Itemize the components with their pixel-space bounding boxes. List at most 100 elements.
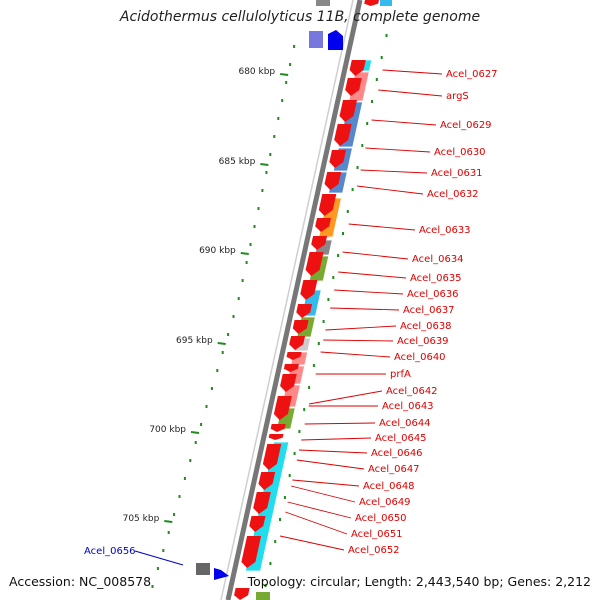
tick-dot — [200, 423, 203, 426]
tick-dot — [189, 459, 192, 462]
gene-label[interactable]: Acel_0643 — [382, 401, 434, 412]
gene-label-leader — [290, 485, 356, 503]
gene-label-leader — [330, 307, 400, 311]
gene-label[interactable]: argS — [446, 91, 469, 102]
cds-arrow — [273, 396, 292, 420]
gene-label[interactable]: Acel_0652 — [348, 545, 400, 556]
gene-label[interactable]: Acel_0639 — [397, 336, 449, 347]
gene-label[interactable]: Acel_0634 — [412, 254, 464, 265]
gene-label[interactable]: Acel_0632 — [427, 189, 479, 200]
gene-label-leader — [342, 251, 409, 260]
cds-arrow — [258, 472, 276, 490]
tick-dot — [227, 333, 230, 336]
cds-arrow — [253, 492, 271, 514]
gene-label[interactable]: Acel_0644 — [379, 418, 431, 429]
cds-arrow — [305, 252, 324, 276]
tick-dot — [380, 56, 383, 59]
gene-label-leader — [320, 351, 391, 358]
cds-arrow — [292, 320, 309, 334]
cds-arrow — [268, 434, 284, 440]
cds-arrow — [349, 60, 366, 76]
tick-dot — [167, 531, 170, 534]
tick-dot — [375, 78, 378, 81]
tick-dot — [162, 549, 165, 552]
tick-dot — [351, 188, 354, 191]
gene-label-leader — [360, 169, 428, 174]
gene-label-leader — [296, 459, 365, 470]
gene-label[interactable]: Acel_0638 — [400, 321, 452, 332]
gene-label[interactable]: Acel_0647 — [368, 464, 420, 475]
cds-arrow — [318, 194, 337, 216]
tick-dot — [342, 232, 344, 235]
gene-label[interactable]: prfA — [390, 369, 411, 380]
tick-dot — [264, 584, 267, 587]
cds-arrow — [283, 364, 299, 372]
cog-box — [380, 0, 392, 6]
tick-dot — [371, 100, 373, 103]
gene-label-leader — [325, 325, 397, 331]
cog-box — [256, 592, 270, 600]
cds-arrow — [280, 374, 297, 392]
gene-label[interactable]: Acel_0642 — [386, 386, 438, 397]
feature-arrow — [214, 568, 229, 580]
tick-dot — [283, 496, 286, 499]
tick-dot — [303, 408, 306, 411]
scale-tick-label: 695 kbp — [176, 336, 213, 346]
gene-label-leader — [280, 535, 345, 551]
cds-arrow — [296, 304, 313, 318]
inner-tick-dots — [151, 45, 296, 588]
scale-tick-label: 705 kbp — [123, 514, 160, 524]
gene-label[interactable]: Acel_0635 — [410, 273, 462, 284]
gene-label-leader — [334, 289, 404, 295]
gene-label-leader — [285, 511, 348, 535]
gene-label[interactable]: Acel_0630 — [434, 147, 486, 158]
gene-label[interactable]: Acel_0631 — [431, 168, 483, 179]
outer-tick-dots — [264, 34, 388, 587]
gene-label-leader — [348, 223, 416, 231]
tick-dot — [210, 387, 213, 390]
tick-dot — [274, 540, 277, 543]
gene-label[interactable]: Acel_0645 — [375, 433, 427, 444]
gene-label[interactable]: Acel_0629 — [440, 120, 492, 131]
tick-dot — [332, 276, 335, 279]
feature-arrow — [328, 30, 343, 50]
tick-dot — [317, 342, 320, 345]
tick-dot — [257, 207, 260, 210]
gene-label[interactable]: Acel_0651 — [351, 529, 403, 540]
cds-track — [234, 0, 379, 600]
scale-tick-label: 680 kbp — [238, 67, 275, 77]
gene-label[interactable]: Acel_0627 — [446, 69, 498, 80]
tick-dot — [288, 474, 291, 477]
gene-label-leader — [357, 185, 424, 195]
tick-dot — [241, 279, 244, 282]
gene-label-leader — [298, 449, 368, 454]
tick-dot — [327, 298, 330, 301]
gene-label[interactable]: Acel_0649 — [359, 497, 411, 508]
tick-dot — [194, 441, 197, 444]
gene-label[interactable]: Acel_0650 — [355, 513, 407, 524]
gene-label[interactable]: Acel_0637 — [403, 305, 455, 316]
tick-dot — [221, 351, 224, 354]
gene-label[interactable]: Acel_0633 — [419, 225, 471, 236]
tick-dot — [173, 513, 176, 516]
gene-label-leader — [287, 501, 352, 519]
scale-tick-label: 685 kbp — [219, 157, 256, 167]
tick-dot — [265, 171, 268, 174]
gene-label[interactable]: Acel_0640 — [394, 352, 446, 363]
cds-arrow — [345, 78, 362, 96]
scale-tick — [190, 431, 200, 434]
tick-dot — [178, 495, 181, 498]
highlight-gene-label[interactable]: Acel_0656 — [84, 546, 136, 557]
cds-arrow — [334, 124, 352, 146]
gene-label[interactable]: Acel_0636 — [407, 289, 459, 300]
topology-label: Topology: circular; Length: 2,443,540 bp… — [247, 574, 591, 589]
tick-dot — [312, 364, 315, 367]
gene-label-leader — [338, 271, 407, 279]
gene-label[interactable]: Acel_0648 — [363, 481, 415, 492]
tick-dot — [293, 452, 296, 455]
tick-dot — [322, 320, 325, 323]
tick-dot — [249, 243, 252, 246]
gene-label[interactable]: Acel_0646 — [371, 448, 423, 459]
gene-label-leader — [301, 437, 372, 441]
